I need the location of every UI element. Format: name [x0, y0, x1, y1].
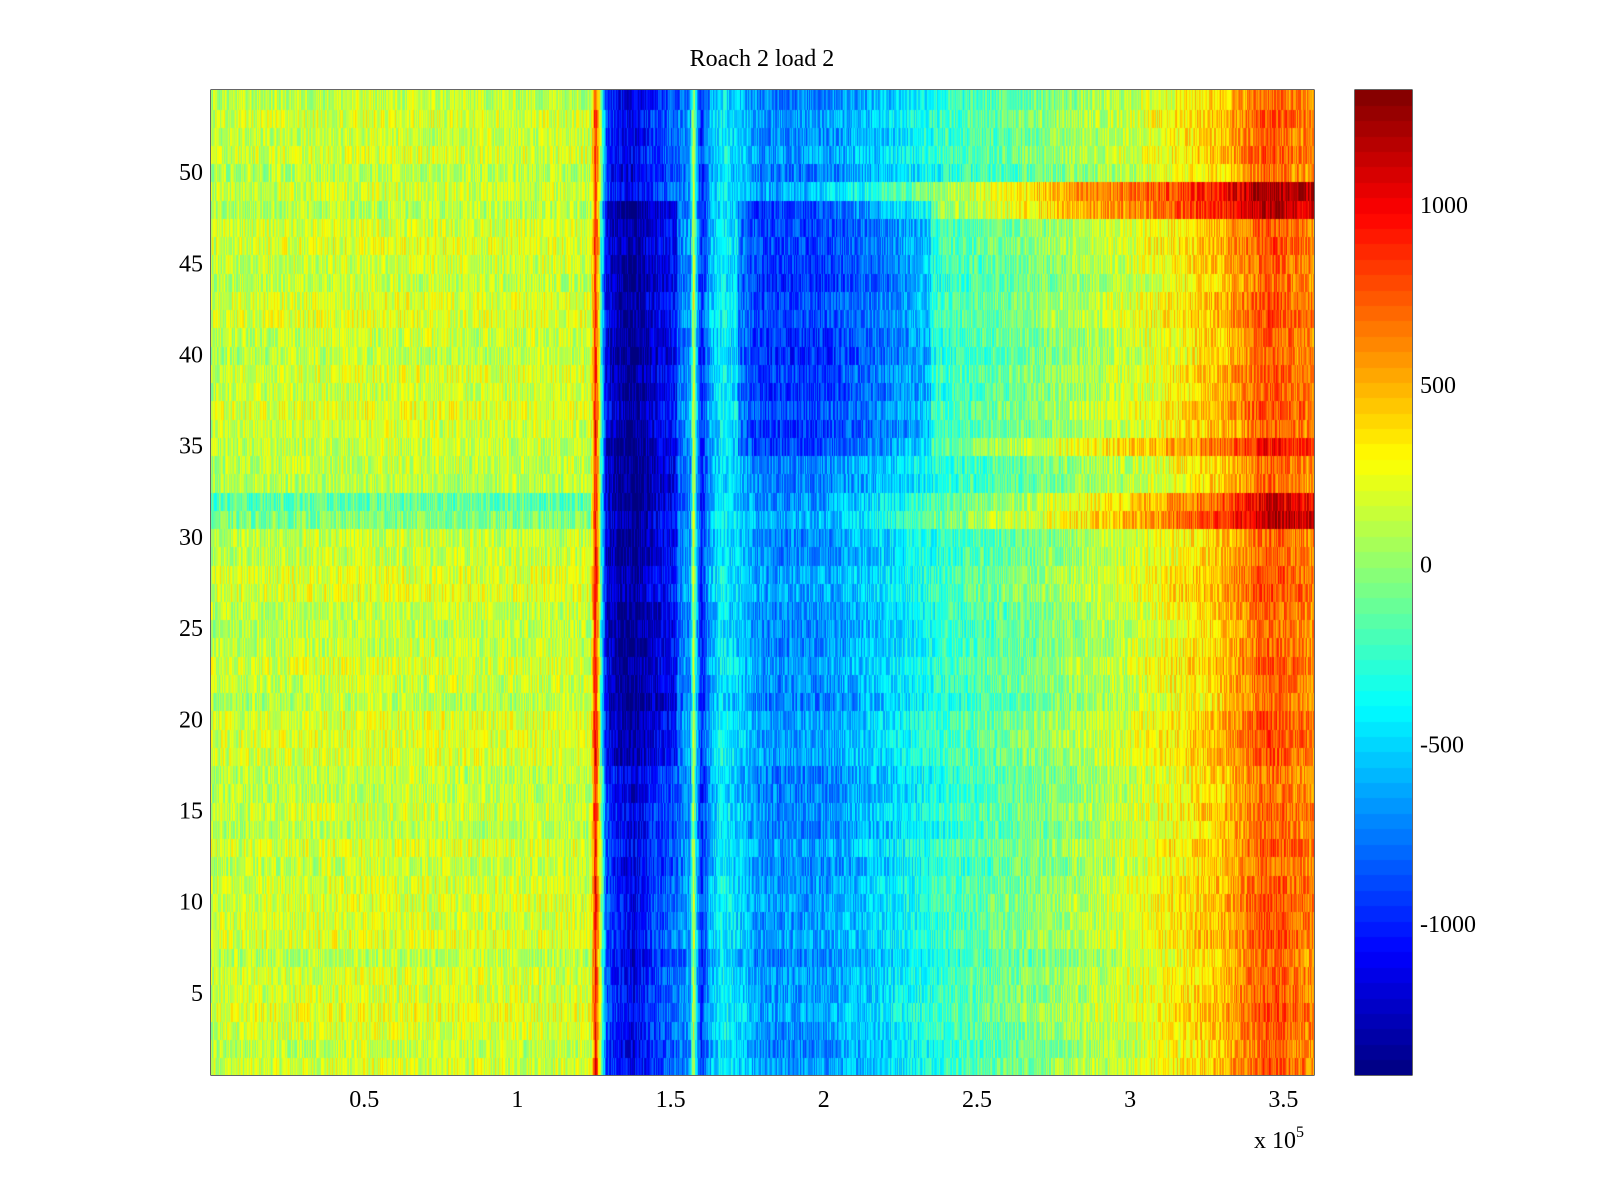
x-exponent-power: 5	[1296, 1124, 1304, 1141]
y-tick-label: 10	[179, 890, 203, 916]
y-tick-label: 30	[179, 525, 203, 551]
colorbar-tick-label: 500	[1420, 373, 1456, 399]
x-tick-label: 1	[511, 1087, 523, 1113]
x-tick-label: 2.5	[962, 1087, 992, 1113]
x-tick-label: 0.5	[349, 1087, 379, 1113]
y-tick-label: 5	[191, 981, 203, 1007]
x-tick-label: 3.5	[1268, 1087, 1298, 1113]
chart-title: Roach 2 load 2	[690, 46, 835, 72]
y-tick-label: 35	[179, 434, 203, 460]
heatmap-image	[211, 90, 1314, 1075]
colorbar-tick-label: -1000	[1420, 912, 1476, 938]
y-tick-label: 15	[179, 799, 203, 825]
y-tick-label: 25	[179, 616, 203, 642]
colorbar-tick-label: -500	[1420, 732, 1464, 758]
y-tick-label: 50	[179, 160, 203, 186]
x-tick-label: 3	[1124, 1087, 1136, 1113]
y-tick-label: 45	[179, 251, 203, 277]
colorbar-ticks: 1000 500 0 -500 -1000	[1355, 193, 1476, 938]
x-exponent-base: x 10	[1254, 1128, 1296, 1154]
colorbar-tick-label: 0	[1420, 553, 1432, 579]
colorbar-tick-label: 1000	[1420, 193, 1468, 219]
y-tick-label: 20	[179, 707, 203, 733]
x-tick-label: 1.5	[656, 1087, 686, 1113]
colorbar-gradient	[1355, 90, 1412, 1075]
y-tick-label: 40	[179, 342, 203, 368]
x-tick-label: 2	[818, 1087, 830, 1113]
x-exponent-label: x 105	[1254, 1124, 1304, 1154]
